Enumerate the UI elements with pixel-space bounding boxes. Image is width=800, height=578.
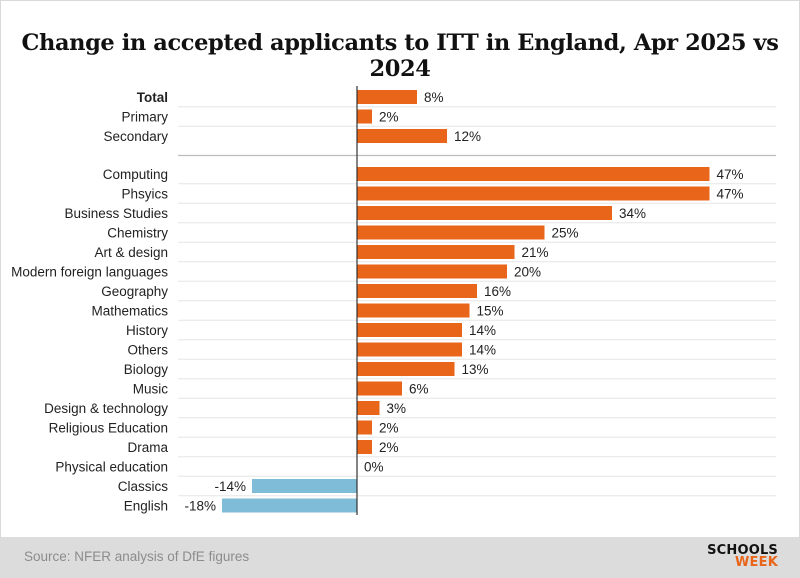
schools-week-logo: SCHOOLS WEEK [707, 543, 778, 570]
value-label-geography: 16% [484, 284, 511, 299]
labels: Total 8% Primary 2% Secondary 12% Computing 47%… [11, 90, 743, 514]
bar-music [357, 381, 402, 396]
value-label-mathematics: 15% [477, 304, 504, 319]
bar-geography [357, 284, 477, 298]
bar-chemistry [357, 225, 545, 240]
value-label-art-design: 21% [522, 245, 549, 260]
category-label-primary: Primary [122, 110, 169, 125]
category-label-phsyics: Phsyics [121, 187, 168, 202]
footer: Source: NFER analysis of DfE figures SCH… [0, 537, 800, 578]
bar-classics [252, 479, 357, 493]
category-label-history: History [126, 323, 168, 338]
logo-top-text: SCHOOLS [707, 543, 778, 558]
value-label-others: 14% [469, 343, 496, 358]
value-label-business-studies: 34% [619, 206, 646, 221]
value-label-music: 6% [409, 382, 429, 397]
category-label-chemistry: Chemistry [107, 226, 168, 241]
value-label-religious-education: 2% [379, 421, 399, 436]
category-label-art-design: Art & design [94, 245, 168, 260]
bar-biology [357, 362, 455, 376]
bar-secondary [357, 129, 447, 143]
bar-art-design [357, 245, 515, 259]
value-label-computing: 47% [717, 167, 744, 182]
category-label-english: English [124, 499, 168, 514]
value-label-modern-foreign-languages: 20% [514, 265, 541, 280]
bar-computing [357, 167, 710, 181]
bar-phsyics [357, 186, 710, 201]
value-label-english: -18% [184, 499, 216, 514]
category-label-classics: Classics [118, 479, 169, 494]
source-note: Source: NFER analysis of DfE figures [24, 549, 250, 564]
value-label-primary: 2% [379, 110, 399, 125]
value-label-classics: -14% [214, 479, 246, 494]
value-label-drama: 2% [379, 440, 399, 455]
value-label-biology: 13% [462, 362, 489, 377]
bar-english [222, 498, 357, 513]
category-label-biology: Biology [124, 362, 169, 377]
bar-drama [357, 440, 372, 454]
category-label-religious-education: Religious Education [49, 421, 168, 436]
value-label-physical-education: 0% [364, 460, 384, 475]
bar-total [357, 90, 417, 104]
grid-lines [178, 106, 776, 497]
value-label-phsyics: 47% [717, 187, 744, 202]
bar-design-technology [357, 401, 380, 415]
category-label-geography: Geography [101, 284, 168, 299]
bar-business-studies [357, 206, 612, 220]
value-label-history: 14% [469, 323, 496, 338]
category-label-computing: Computing [103, 167, 168, 182]
category-label-mathematics: Mathematics [91, 304, 168, 319]
bar-primary [357, 109, 372, 124]
category-label-total: Total [137, 90, 168, 105]
bar-history [357, 323, 462, 337]
category-label-modern-foreign-languages: Modern foreign languages [11, 265, 168, 280]
bar-chart: Total 8% Primary 2% Secondary 12% Computing 47%… [11, 86, 776, 515]
bar-mathematics [357, 303, 470, 318]
chart-title: Change in accepted applicants to ITT in … [21, 30, 779, 82]
bar-others [357, 342, 462, 357]
bar-religious-education [357, 420, 372, 435]
category-label-drama: Drama [127, 440, 168, 455]
category-label-design-technology: Design & technology [44, 401, 168, 416]
category-label-others: Others [127, 343, 168, 358]
value-label-total: 8% [424, 90, 444, 105]
value-label-chemistry: 25% [552, 226, 579, 241]
category-label-secondary: Secondary [103, 129, 168, 144]
value-label-secondary: 12% [454, 129, 481, 144]
value-label-design-technology: 3% [387, 401, 407, 416]
category-label-physical-education: Physical education [55, 460, 168, 475]
logo-bottom-text: WEEK [735, 555, 778, 570]
bars [222, 90, 710, 513]
bar-modern-foreign-languages [357, 264, 507, 279]
category-label-music: Music [133, 382, 169, 397]
category-label-business-studies: Business Studies [64, 206, 168, 221]
